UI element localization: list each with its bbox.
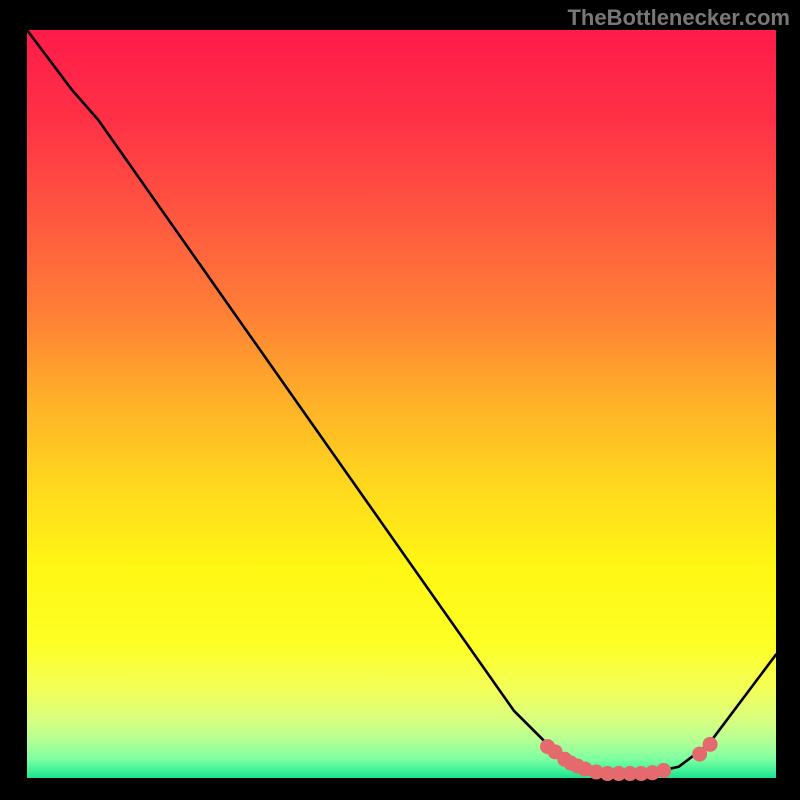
bottleneck-curve [27, 30, 776, 774]
data-marker [656, 763, 671, 778]
attribution-watermark: TheBottlenecker.com [567, 5, 790, 31]
curve-overlay [0, 0, 800, 800]
chart-container: TheBottlenecker.com [0, 0, 800, 800]
data-marker [703, 737, 718, 752]
